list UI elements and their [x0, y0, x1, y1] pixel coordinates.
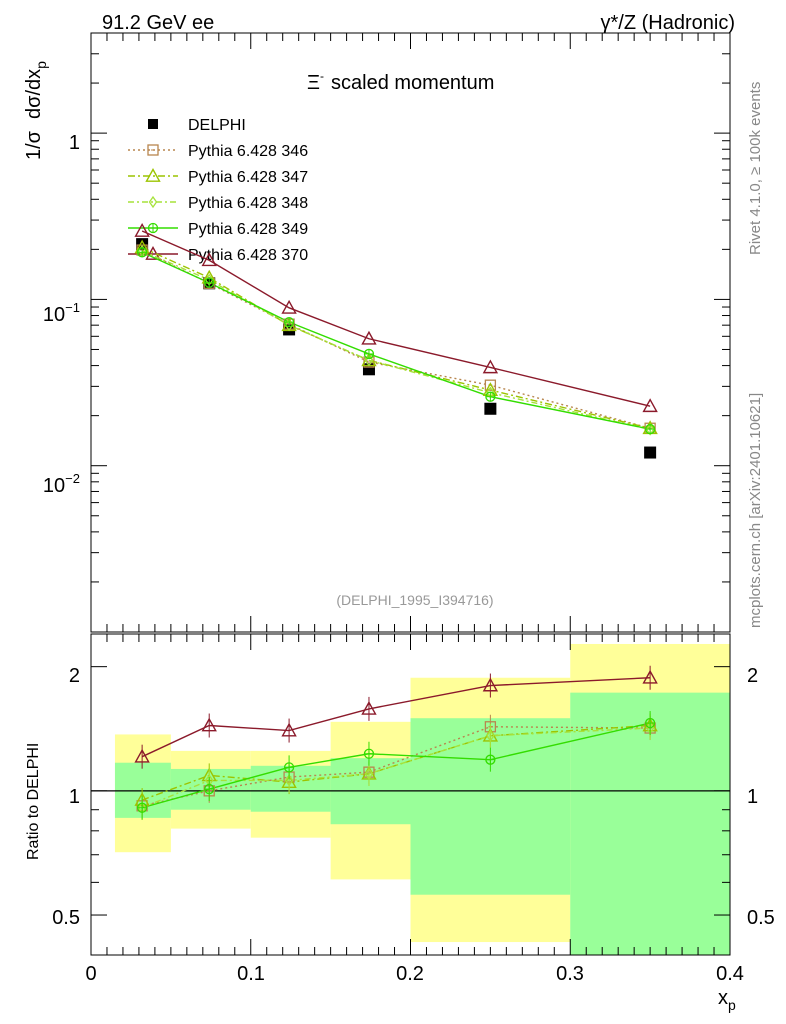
- y-label-norm: 1/σ: [23, 130, 45, 160]
- main-series-lines: [141, 230, 651, 431]
- series-3-point-4: [485, 391, 496, 402]
- ratio-point-3-3: [363, 748, 375, 759]
- series-line-4: [141, 230, 651, 407]
- ratio-point-4-3: [361, 700, 377, 715]
- ratio-line-1: [141, 724, 651, 801]
- legend-marker-2: [148, 195, 158, 209]
- series-2-point-5: [645, 423, 655, 436]
- series-line-1: [141, 246, 651, 429]
- ratio-line-0: [141, 726, 651, 807]
- legend: DELPHI Pythia 6.428 346 Pythia 6.428 347…: [128, 117, 308, 264]
- ratio-point-3-1: [204, 783, 215, 795]
- y-label-diff: dσ/dx: [23, 69, 45, 119]
- xtick-label-0.4: 0.4: [716, 963, 744, 985]
- delphi-point-4: [484, 402, 497, 415]
- ytick-label-1: 1: [69, 132, 80, 154]
- ratio-ytick-right-0.5: 0.5: [747, 907, 775, 929]
- plot-title: Ξ-scaled momentum: [307, 69, 494, 94]
- legend-label-347: Pythia 6.428 347: [188, 169, 308, 186]
- analysis-id: (DELPHI_1995_I394716): [336, 592, 493, 608]
- ratio-ytick-right-1: 1: [747, 786, 758, 808]
- legend-label-346: Pythia 6.428 346: [188, 143, 308, 160]
- series-4-point-0: [134, 223, 150, 237]
- main-plot-frame: [90, 32, 731, 633]
- ratio-line-4: [141, 677, 651, 758]
- ytick-label-0.01: 10−2: [43, 471, 80, 497]
- series-3-point-5: [644, 423, 656, 435]
- legend-marker-1: [145, 168, 161, 182]
- ratio-point-2-4: [486, 729, 495, 742]
- ratio-ytick-left-0.5: 0.5: [52, 907, 80, 929]
- header-energy: 91.2 GeV ee: [102, 12, 214, 34]
- ratio-series-markers: [134, 665, 658, 820]
- mcplots-label: mcplots.cern.ch [arXiv:2401.10621]: [747, 393, 764, 628]
- legend-marker-3: [147, 222, 159, 234]
- series-4-point-4: [482, 359, 499, 374]
- ratio-point-4-2: [281, 722, 297, 737]
- x-axis-label: xp: [718, 987, 736, 1013]
- legend-label-348: Pythia 6.428 348: [188, 195, 308, 212]
- xtick-label-0: 0: [85, 963, 96, 985]
- ratio-point-4-0: [134, 748, 150, 763]
- ratio-line-3: [141, 722, 651, 809]
- series-4-point-1: [201, 252, 217, 267]
- ratio-point-3-0: [136, 802, 148, 813]
- axis-ticks: [90, 32, 731, 955]
- series-3-point-3: [363, 348, 375, 360]
- series-4-point-2: [281, 299, 297, 314]
- xtick-label-0.3: 0.3: [556, 963, 584, 985]
- legend-marker-0: [147, 144, 159, 156]
- xtick-label-0.1: 0.1: [237, 963, 265, 985]
- ratio-ytick-left-1: 1: [69, 786, 80, 808]
- ratio-point-4-5: [642, 669, 658, 684]
- ratio-ytick-right-2: 2: [747, 665, 758, 687]
- ratio-point-3-4: [485, 754, 496, 765]
- svg-text:1/σdσ/dxp: 1/σ dσ/dxp: [23, 61, 49, 160]
- series-2-point-2: [284, 319, 294, 332]
- series-line-0: [141, 249, 651, 429]
- delphi-point-3: [362, 363, 375, 376]
- delphi-point-5: [644, 446, 657, 459]
- series-line-3: [141, 251, 651, 430]
- rivet-version-label: Rivet 4.1.0, ≥ 100k events: [747, 82, 764, 255]
- header-process: γ*/Z (Hadronic): [601, 12, 735, 34]
- main-y-label: 1/σ dσ/dxp: [23, 61, 49, 160]
- ratio-point-4-4: [482, 677, 499, 692]
- series-3-point-1: [204, 277, 215, 288]
- ratio-point-3-2: [283, 762, 295, 773]
- series-line-2: [141, 250, 651, 431]
- legend-label-370: Pythia 6.428 370: [188, 247, 308, 264]
- ratio-series-lines: [141, 677, 651, 809]
- series-2-point-3: [364, 354, 374, 367]
- ratio-point-2-2: [284, 774, 294, 787]
- legend-label-data: DELPHI: [188, 117, 246, 134]
- y-label-sub: p: [33, 61, 49, 69]
- ratio-point-2-3: [364, 767, 374, 780]
- xtick-label-0.2: 0.2: [396, 963, 424, 985]
- ratio-ytick-left-2: 2: [69, 665, 80, 687]
- legend-label-349: Pythia 6.428 349: [188, 221, 308, 238]
- ratio-line-2: [141, 727, 651, 809]
- ratio-y-label: Ratio to DELPHI: [25, 743, 42, 860]
- series-3-point-0: [136, 247, 148, 258]
- series-4-point-5: [642, 398, 658, 413]
- ratio-point-3-5: [644, 717, 656, 729]
- series-4-point-3: [361, 330, 377, 345]
- ratio-point-4-1: [201, 717, 217, 732]
- main-series-markers: [134, 223, 658, 459]
- ratio-bands: [114, 643, 730, 955]
- legend-marker-data: [148, 119, 158, 129]
- ytick-label-0.1: 10−1: [43, 300, 80, 326]
- series-3-point-2: [283, 316, 295, 328]
